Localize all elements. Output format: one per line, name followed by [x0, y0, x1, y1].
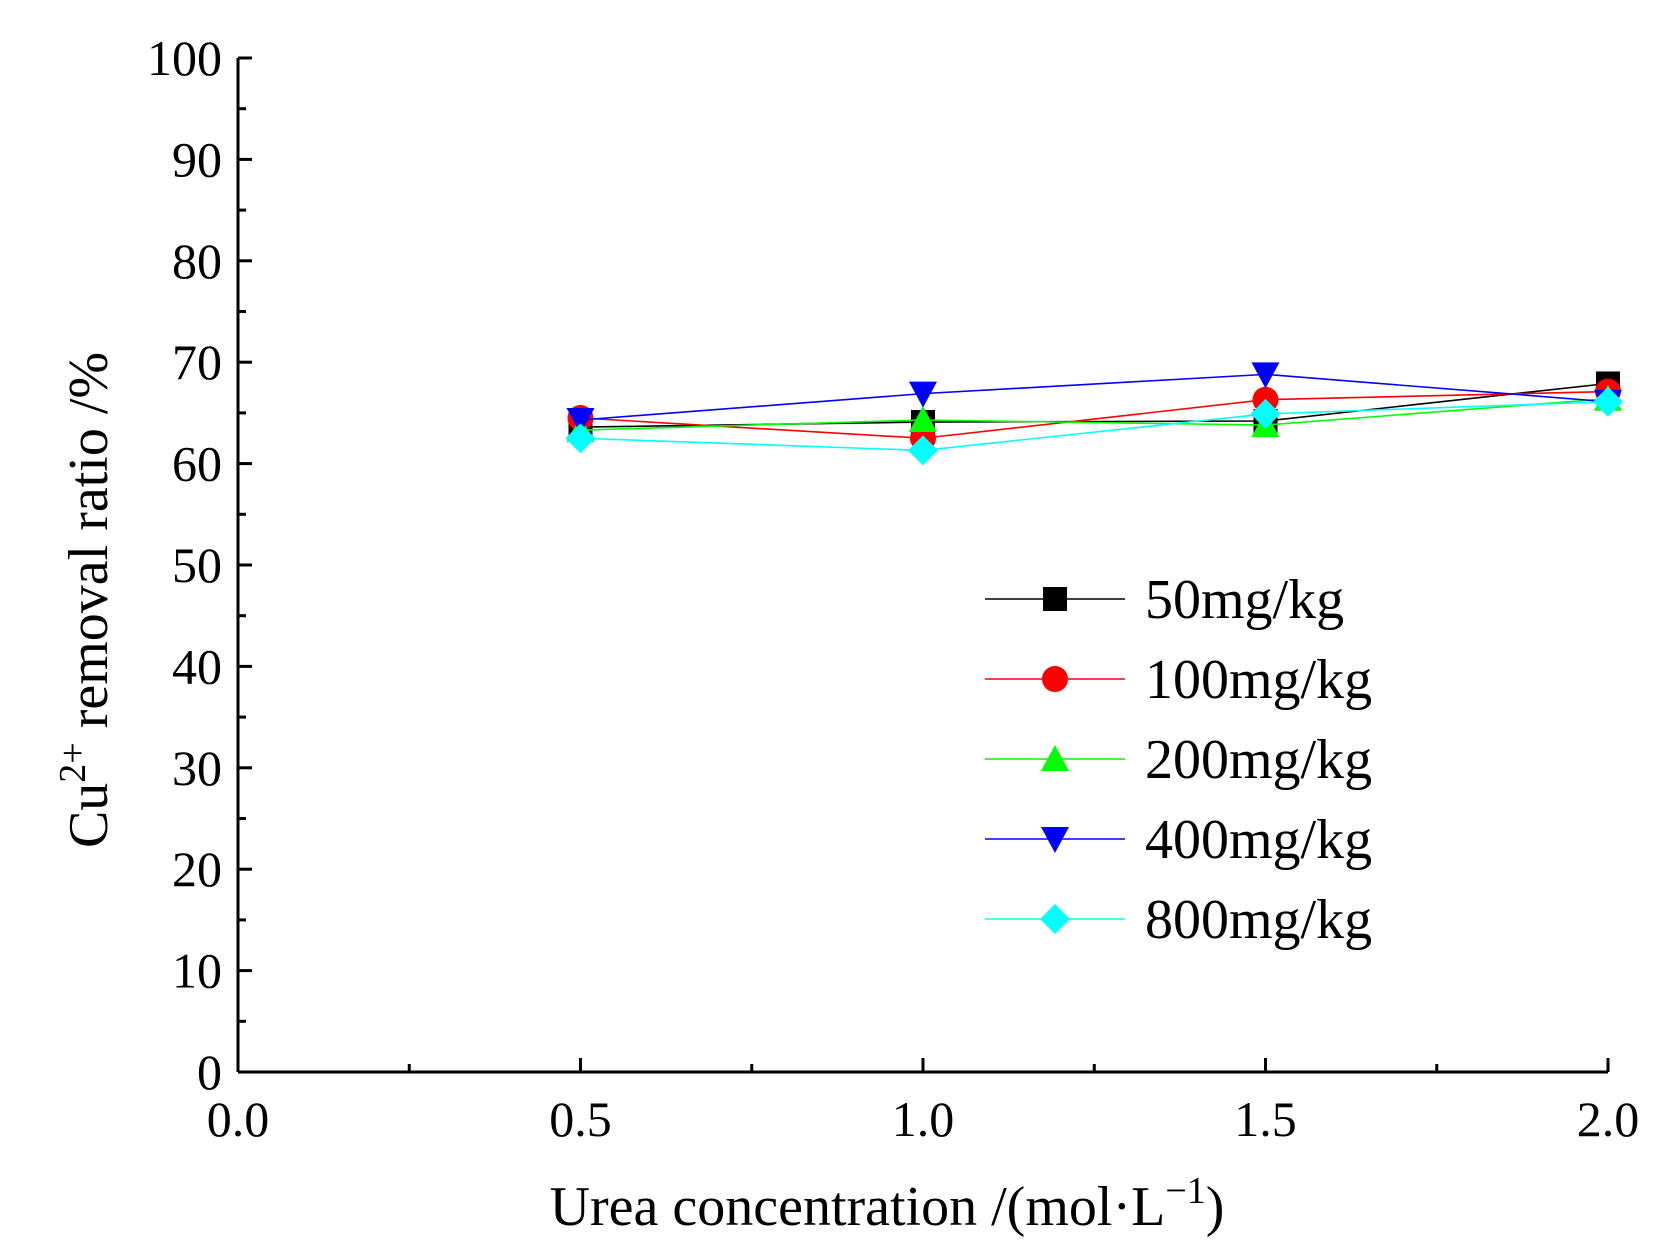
y-tick-label: 30 [172, 740, 222, 796]
x-tick-label: 1.0 [892, 1091, 955, 1147]
y-tick-label: 20 [172, 841, 222, 897]
data-point [565, 423, 596, 454]
y-tick-label: 10 [172, 943, 222, 999]
series-layer [565, 362, 1623, 466]
y-tick-label: 0 [197, 1044, 222, 1100]
y-tick-label: 90 [172, 131, 222, 187]
y-axis-title: Cu2+ removal ratio /% [52, 352, 120, 848]
series-800mg/kg [565, 386, 1623, 466]
x-tick-label: 2.0 [1577, 1091, 1640, 1147]
legend-item: 200mg/kg [985, 729, 1372, 791]
legend-marker [1043, 587, 1067, 611]
data-point [909, 381, 937, 408]
data-point [908, 435, 938, 466]
y-tick-label: 40 [172, 638, 222, 694]
data-point [1251, 362, 1280, 389]
data-point [566, 407, 595, 434]
x-tick-label: 0.5 [549, 1091, 612, 1147]
series-line [580, 373, 1609, 421]
x-axis-title: Urea concentration /(mol·L−1) [550, 1170, 1225, 1238]
series-line [580, 397, 1609, 431]
data-point [1593, 386, 1623, 417]
legend-marker [1042, 666, 1068, 692]
legend-label: 400mg/kg [1145, 809, 1372, 871]
series-200mg/kg [566, 384, 1622, 443]
legend-label: 50mg/kg [1145, 569, 1344, 631]
legend-item: 400mg/kg [985, 809, 1372, 871]
x-tick-label: 0.0 [207, 1091, 270, 1147]
y-tick-label: 60 [172, 436, 222, 492]
legend-label: 200mg/kg [1145, 729, 1372, 791]
x-tick-label: 1.5 [1234, 1091, 1297, 1147]
y-tick-label: 80 [172, 233, 222, 289]
data-point [909, 405, 937, 432]
legend-item: 800mg/kg [985, 889, 1372, 951]
data-point [1250, 398, 1281, 429]
legend-label: 800mg/kg [1145, 889, 1372, 951]
series-line [580, 400, 1609, 452]
y-tick-label: 100 [147, 30, 222, 86]
legend-marker [1041, 745, 1069, 771]
y-tick-label: 70 [172, 334, 222, 390]
legend-marker [1041, 827, 1069, 853]
legend-item: 50mg/kg [985, 569, 1344, 631]
legend: 50mg/kg 100mg/kg 200mg/kg 400mg/kg 800mg/kg [985, 569, 1372, 951]
legend-marker [1040, 904, 1070, 934]
legend-label: 100mg/kg [1145, 649, 1372, 711]
series-line [580, 390, 1609, 440]
legend-item: 100mg/kg [985, 649, 1372, 711]
axes: 0 10 20 30 40 50 60 70 80 90 100 0.0 0.5 1.0 1.5 2.0 [147, 30, 1639, 1147]
series-50mg/kg [568, 371, 1620, 440]
y-tick-label: 50 [172, 537, 222, 593]
